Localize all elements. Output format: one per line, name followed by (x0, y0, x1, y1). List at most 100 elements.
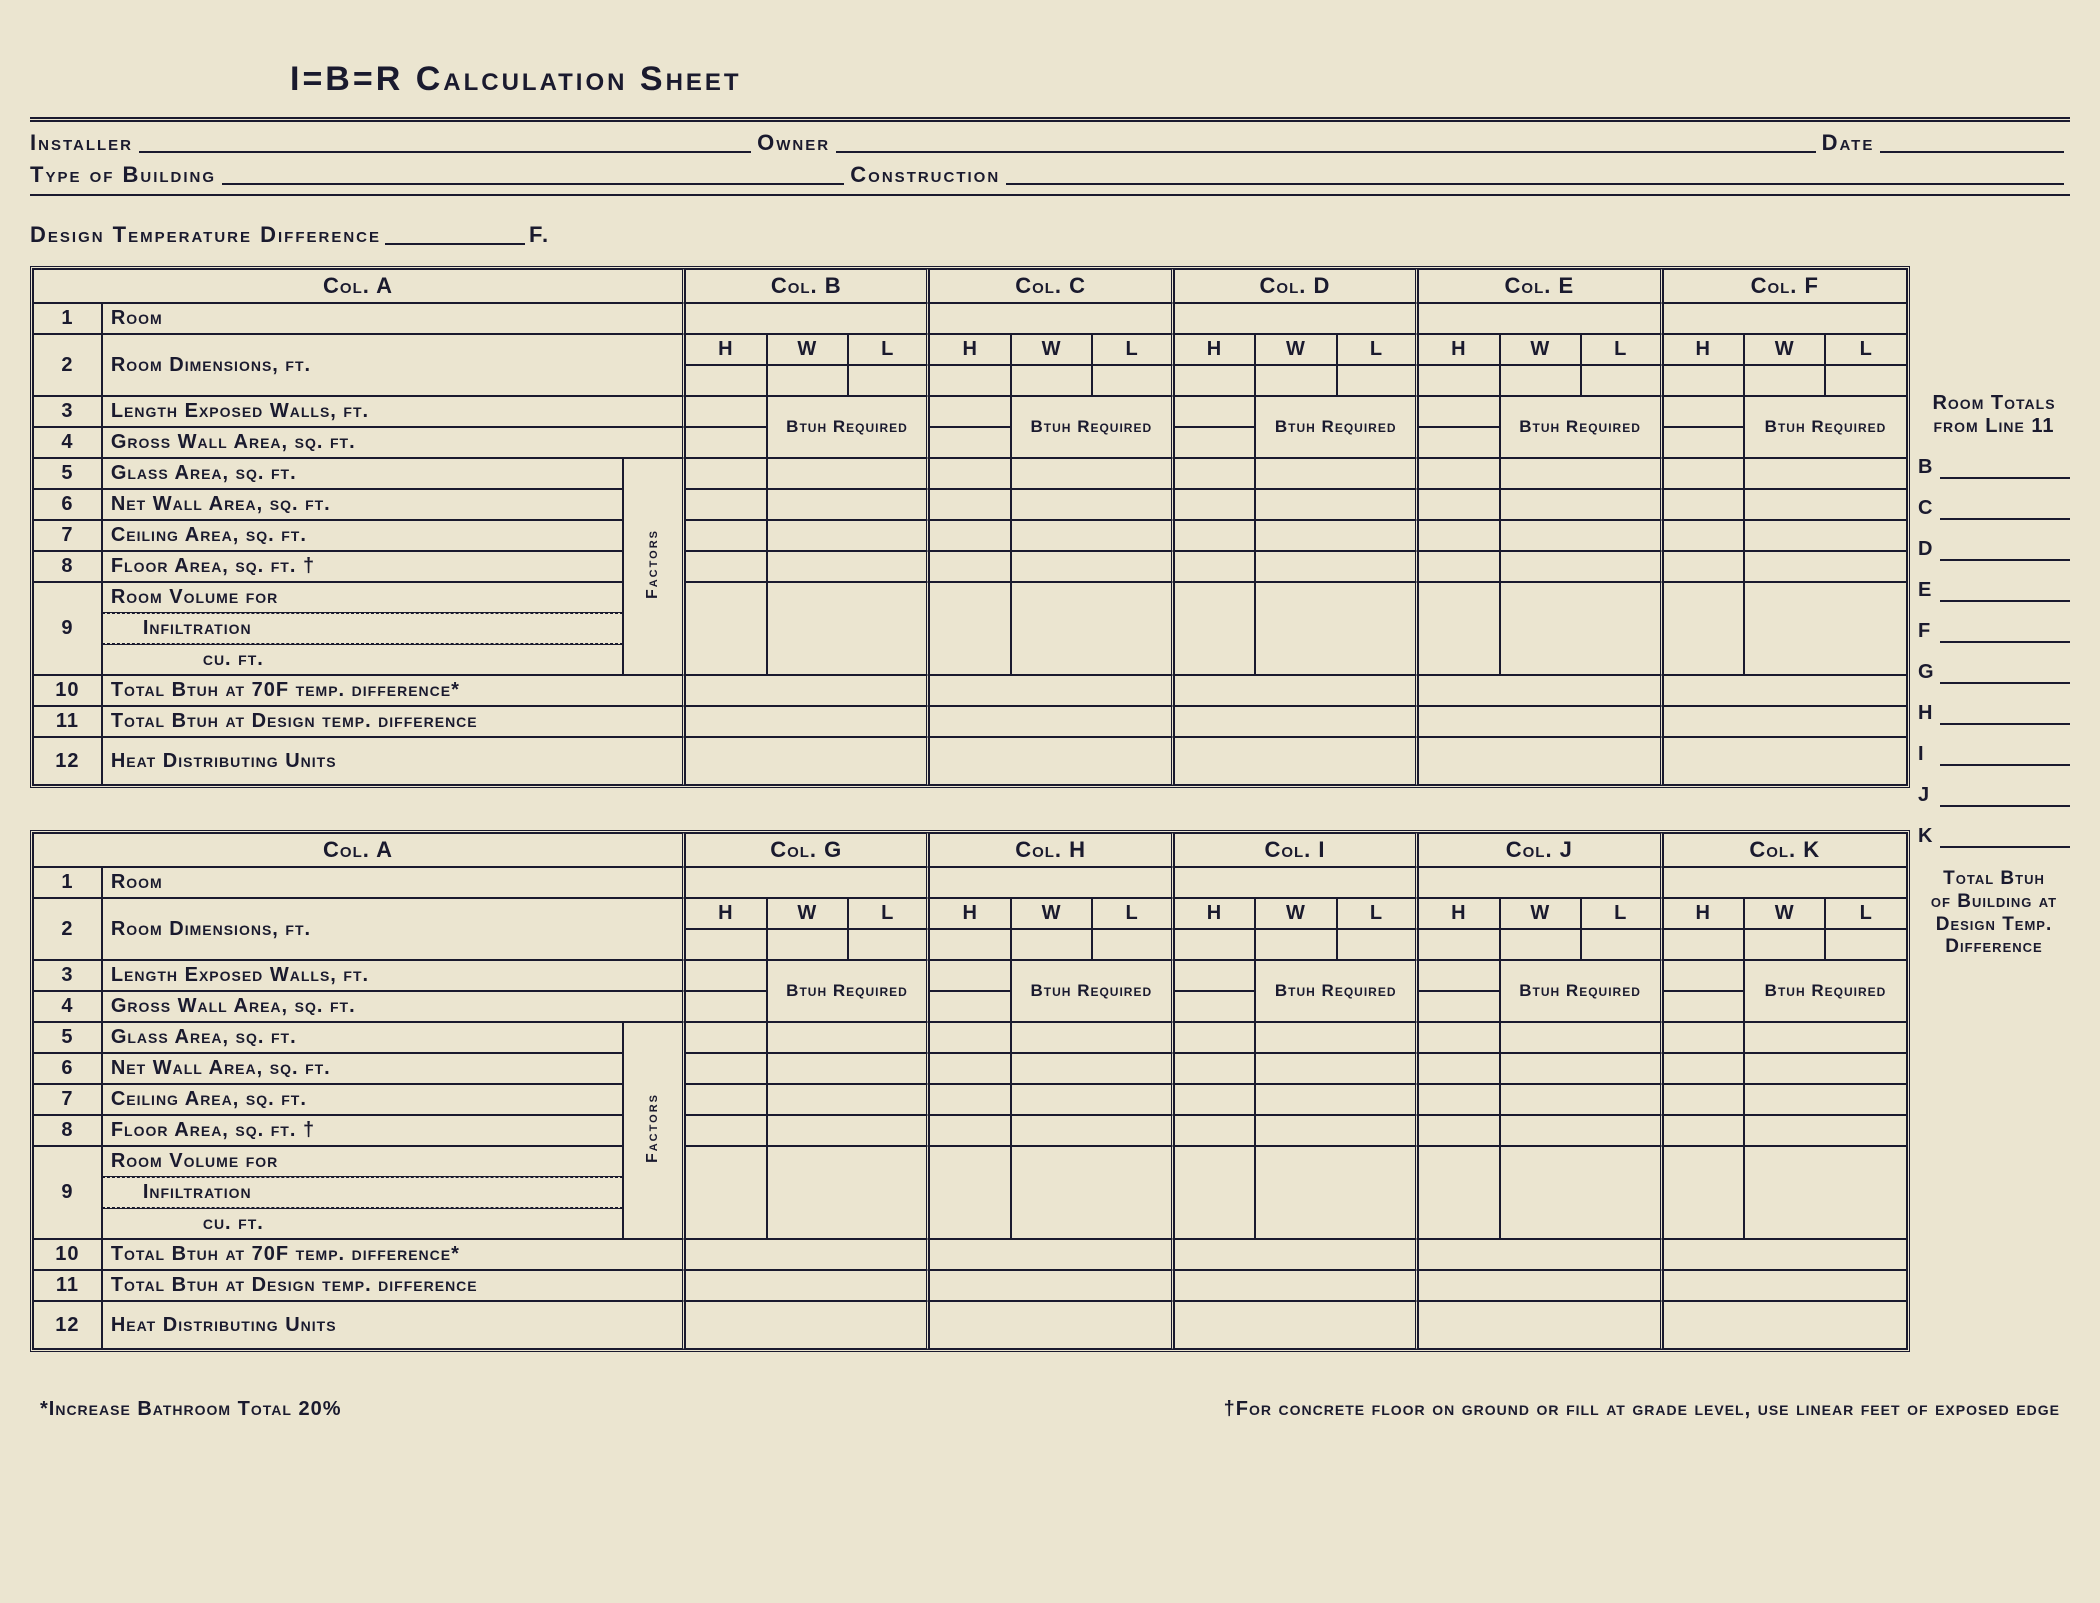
cell[interactable] (1744, 582, 1907, 675)
cell[interactable] (1011, 582, 1174, 675)
cell[interactable] (1174, 1053, 1255, 1084)
cell[interactable] (1418, 1239, 1662, 1270)
cell[interactable] (1337, 365, 1418, 396)
cell[interactable] (767, 458, 930, 489)
cell[interactable] (685, 520, 766, 551)
cell[interactable] (1825, 365, 1907, 396)
cell[interactable] (685, 303, 929, 334)
cell[interactable] (1174, 1084, 1255, 1115)
cell[interactable] (1011, 1084, 1174, 1115)
cell[interactable] (1092, 365, 1173, 396)
cell[interactable] (929, 458, 1010, 489)
cell[interactable] (1663, 458, 1744, 489)
cell[interactable] (685, 551, 766, 582)
design-temp-field[interactable] (385, 243, 525, 245)
cell[interactable] (1663, 991, 1744, 1022)
cell[interactable] (1418, 1146, 1499, 1239)
total-field[interactable] (1940, 764, 2070, 766)
cell[interactable] (1418, 365, 1499, 396)
cell[interactable] (1174, 1146, 1255, 1239)
cell[interactable] (685, 960, 766, 991)
cell[interactable] (929, 1270, 1173, 1301)
cell[interactable] (767, 551, 930, 582)
cell[interactable] (685, 706, 929, 737)
cell[interactable] (1663, 520, 1744, 551)
cell[interactable] (929, 365, 1010, 396)
cell[interactable] (767, 520, 930, 551)
cell[interactable] (1418, 1301, 1662, 1349)
cell[interactable] (1744, 365, 1825, 396)
cell[interactable] (1255, 929, 1336, 960)
cell[interactable] (1418, 551, 1499, 582)
cell[interactable] (1174, 960, 1255, 991)
cell[interactable] (1663, 1022, 1744, 1053)
cell[interactable] (685, 1146, 766, 1239)
cell[interactable] (1011, 551, 1174, 582)
total-field[interactable] (1940, 518, 2070, 520)
total-field[interactable] (1940, 477, 2070, 479)
cell[interactable] (1744, 1022, 1907, 1053)
cell[interactable] (848, 929, 929, 960)
cell[interactable] (1663, 867, 1907, 898)
cell[interactable] (1663, 1270, 1907, 1301)
cell[interactable] (1011, 520, 1174, 551)
cell[interactable] (1174, 458, 1255, 489)
cell[interactable] (685, 1270, 929, 1301)
cell[interactable] (1174, 303, 1418, 334)
cell[interactable] (1255, 551, 1418, 582)
cell[interactable] (929, 867, 1173, 898)
cell[interactable] (1011, 1146, 1174, 1239)
cell[interactable] (929, 1146, 1010, 1239)
total-field[interactable] (1940, 723, 2070, 725)
cell[interactable] (685, 1084, 766, 1115)
cell[interactable] (1255, 1084, 1418, 1115)
cell[interactable] (1663, 960, 1744, 991)
cell[interactable] (1500, 582, 1663, 675)
cell[interactable] (685, 929, 766, 960)
cell[interactable] (1418, 1022, 1499, 1053)
cell[interactable] (1744, 1146, 1907, 1239)
cell[interactable] (1500, 1115, 1663, 1146)
cell[interactable] (929, 991, 1010, 1022)
cell[interactable] (767, 1053, 930, 1084)
cell[interactable] (1500, 520, 1663, 551)
cell[interactable] (685, 867, 929, 898)
cell[interactable] (1581, 365, 1662, 396)
cell[interactable] (1744, 929, 1825, 960)
cell[interactable] (1744, 489, 1907, 520)
total-field[interactable] (1940, 846, 2070, 848)
cell[interactable] (1174, 737, 1418, 785)
cell[interactable] (929, 520, 1010, 551)
cell[interactable] (685, 582, 766, 675)
cell[interactable] (685, 427, 766, 458)
cell[interactable] (929, 1239, 1173, 1270)
cell[interactable] (1255, 520, 1418, 551)
cell[interactable] (1255, 458, 1418, 489)
cell[interactable] (1500, 1084, 1663, 1115)
cell[interactable] (1011, 489, 1174, 520)
cell[interactable] (1418, 1053, 1499, 1084)
cell[interactable] (1255, 1115, 1418, 1146)
cell[interactable] (1418, 303, 1662, 334)
total-field[interactable] (1940, 600, 2070, 602)
cell[interactable] (1663, 737, 1907, 785)
cell[interactable] (1744, 458, 1907, 489)
cell[interactable] (1500, 1022, 1663, 1053)
cell[interactable] (1174, 1239, 1418, 1270)
cell[interactable] (1418, 582, 1499, 675)
cell[interactable] (1663, 303, 1907, 334)
cell[interactable] (1255, 365, 1336, 396)
cell[interactable] (1011, 458, 1174, 489)
cell[interactable] (1174, 1301, 1418, 1349)
cell[interactable] (1418, 706, 1662, 737)
cell[interactable] (1255, 489, 1418, 520)
cell[interactable] (1174, 489, 1255, 520)
cell[interactable] (1174, 1115, 1255, 1146)
cell[interactable] (685, 396, 766, 427)
cell[interactable] (767, 1022, 930, 1053)
cell[interactable] (1174, 706, 1418, 737)
cell[interactable] (1174, 520, 1255, 551)
cell[interactable] (1500, 489, 1663, 520)
cell[interactable] (1500, 929, 1581, 960)
cell[interactable] (929, 1301, 1173, 1349)
